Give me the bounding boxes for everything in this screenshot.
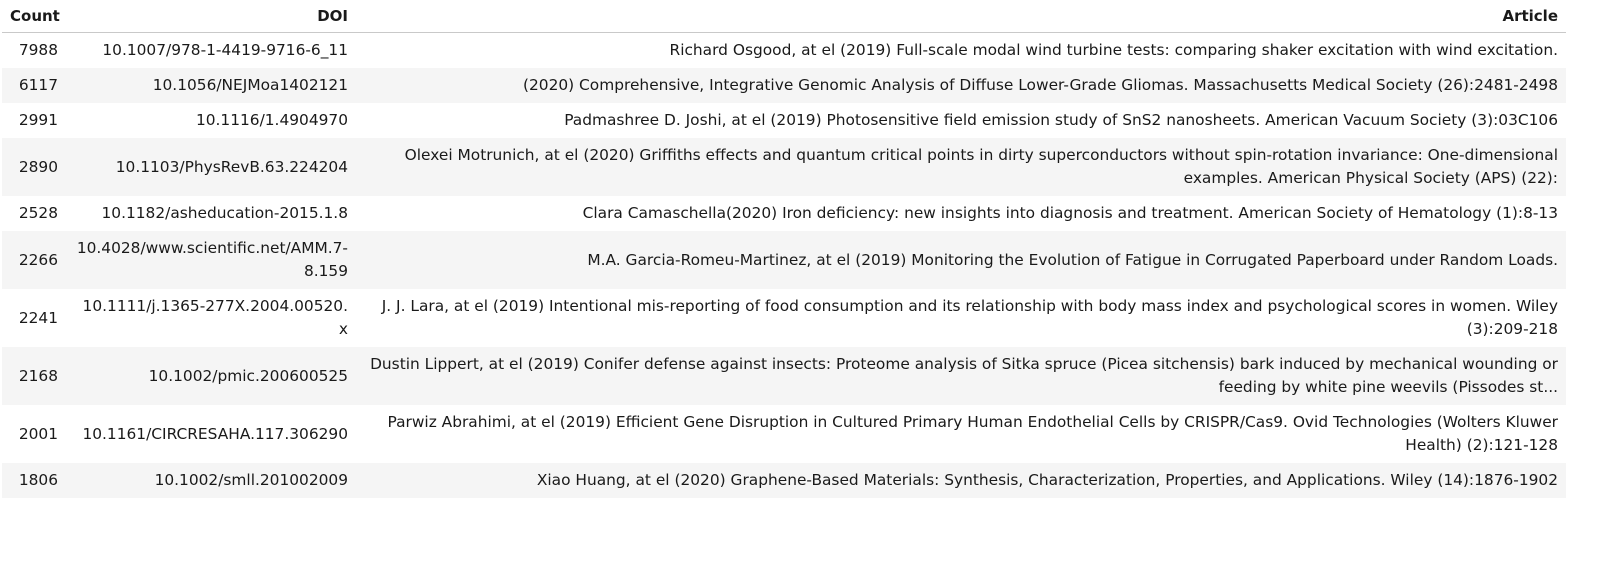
table-row: 2528 10.1182/asheducation-2015.1.8 Clara… [2,196,1566,231]
cell-count: 2168 [2,347,66,405]
cell-doi: 10.1116/1.4904970 [66,103,356,138]
cell-doi: 10.1056/NEJMoa1402121 [66,68,356,103]
cell-doi: 10.1111/j.1365-277X.2004.00520.x [66,289,356,347]
cell-doi: 10.1002/smll.201002009 [66,463,356,498]
cell-article: Richard Osgood, at el (2019) Full-scale … [356,32,1566,68]
cell-count: 2241 [2,289,66,347]
header-article: Article [356,0,1566,33]
table-row: 2266 10.4028/www.scientific.net/AMM.7-8.… [2,231,1566,289]
cell-article: Xiao Huang, at el (2020) Graphene-Based … [356,463,1566,498]
table-body: 7988 10.1007/978-1-4419-9716-6_11 Richar… [2,32,1566,498]
cell-count: 2266 [2,231,66,289]
cell-article: J. J. Lara, at el (2019) Intentional mis… [356,289,1566,347]
header-count: Count [2,0,66,33]
cell-count: 2890 [2,138,66,196]
cell-article: Dustin Lippert, at el (2019) Conifer def… [356,347,1566,405]
cell-doi: 10.1007/978-1-4419-9716-6_11 [66,32,356,68]
cell-article: Parwiz Abrahimi, at el (2019) Efficient … [356,405,1566,463]
cell-article: (2020) Comprehensive, Integrative Genomi… [356,68,1566,103]
cell-doi: 10.1103/PhysRevB.63.224204 [66,138,356,196]
table-row: 6117 10.1056/NEJMoa1402121 (2020) Compre… [2,68,1566,103]
cell-doi: 10.1182/asheducation-2015.1.8 [66,196,356,231]
table-row: 2001 10.1161/CIRCRESAHA.117.306290 Parwi… [2,405,1566,463]
cell-article: M.A. Garcia-Romeu-Martinez, at el (2019)… [356,231,1566,289]
cell-count: 1806 [2,463,66,498]
cell-count: 6117 [2,68,66,103]
header-doi: DOI [66,0,356,33]
table-header: Count DOI Article [2,0,1566,33]
table-row: 2241 10.1111/j.1365-277X.2004.00520.x J.… [2,289,1566,347]
table-row: 2168 10.1002/pmic.200600525 Dustin Lippe… [2,347,1566,405]
cell-doi: 10.4028/www.scientific.net/AMM.7-8.159 [66,231,356,289]
table-row: 1806 10.1002/smll.201002009 Xiao Huang, … [2,463,1566,498]
cell-count: 2991 [2,103,66,138]
cell-doi: 10.1161/CIRCRESAHA.117.306290 [66,405,356,463]
cell-count: 2001 [2,405,66,463]
cell-article: Clara Camaschella(2020) Iron deficiency:… [356,196,1566,231]
header-row: Count DOI Article [2,0,1566,33]
table-row: 7988 10.1007/978-1-4419-9716-6_11 Richar… [2,32,1566,68]
cell-article: Padmashree D. Joshi, at el (2019) Photos… [356,103,1566,138]
table-row: 2991 10.1116/1.4904970 Padmashree D. Jos… [2,103,1566,138]
cell-doi: 10.1002/pmic.200600525 [66,347,356,405]
articles-table: Count DOI Article 7988 10.1007/978-1-441… [2,0,1566,498]
cell-article: Olexei Motrunich, at el (2020) Griffiths… [356,138,1566,196]
table-row: 2890 10.1103/PhysRevB.63.224204 Olexei M… [2,138,1566,196]
cell-count: 2528 [2,196,66,231]
cell-count: 7988 [2,32,66,68]
